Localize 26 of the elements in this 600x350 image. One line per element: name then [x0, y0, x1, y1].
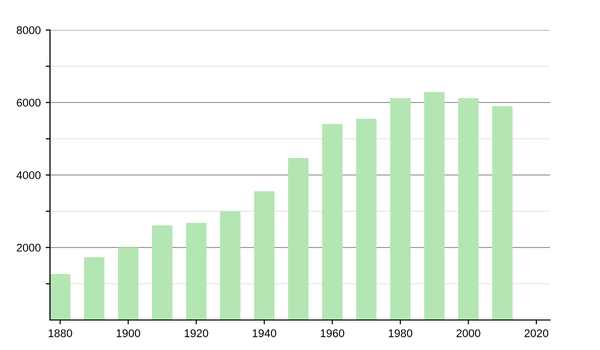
x-tick-label: 1980: [388, 329, 412, 338]
bar: [152, 225, 172, 320]
y-tick-label: 4000: [16, 171, 41, 180]
bar: [220, 211, 240, 320]
x-tick-label: 1960: [320, 329, 344, 338]
x-tick-label: 1920: [184, 329, 208, 338]
bar: [118, 248, 138, 320]
bar: [356, 118, 377, 320]
bar: [424, 92, 445, 320]
y-tick-label: 2000: [16, 244, 41, 252]
bar: [492, 106, 513, 320]
bar: [288, 158, 309, 320]
bar: [84, 257, 104, 320]
bar: [254, 191, 274, 320]
x-tick-label: 1940: [252, 329, 276, 338]
x-tick-label: 2000: [456, 329, 480, 338]
y-tick-label: 6000: [16, 98, 41, 107]
bar: [458, 98, 479, 320]
bar: [50, 274, 70, 320]
x-tick-label: 2020: [524, 329, 548, 338]
bar: [322, 124, 343, 320]
bar: [186, 222, 206, 320]
x-tick-label: 1900: [116, 329, 140, 338]
bar: [390, 98, 411, 320]
y-tick-label: 8000: [16, 26, 41, 34]
x-tick-label: 1880: [48, 329, 72, 338]
